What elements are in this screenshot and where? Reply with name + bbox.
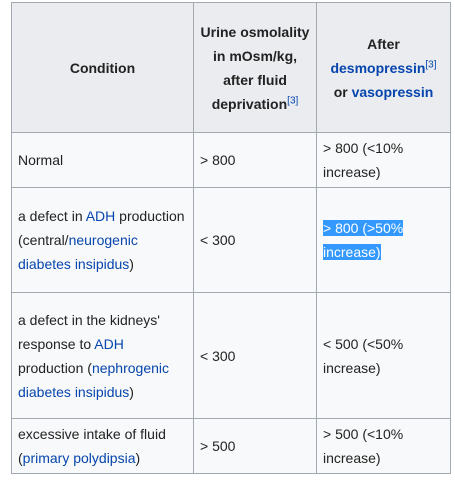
urine-cell: > 800 (193, 132, 317, 188)
header-condition: Condition (11, 2, 194, 133)
after-cell: > 500 (<10% increase) (316, 418, 451, 474)
primary-polydipsia-link[interactable]: primary polydipsia (22, 450, 136, 466)
header-urine-text: Urine osmolality in mOsm/kg, after fluid… (200, 23, 310, 112)
table-row: a defect in the kidneys' response to ADH… (11, 292, 451, 419)
selected-text[interactable]: > 800 (>50% increase) (323, 220, 404, 260)
condition-text: excessive intake of fluid ( (18, 426, 166, 466)
condition-text: production (central/ (18, 208, 185, 248)
neurogenic-diabetes-insipidus-link[interactable]: neurogenic diabetes insipidus (18, 232, 138, 272)
reference-link[interactable]: [3] (287, 94, 299, 106)
condition-text: ) (129, 383, 134, 400)
reference-link[interactable]: [3] (425, 58, 437, 70)
condition-text: a defect in the kidneys' response to (18, 311, 160, 352)
header-or-text: or (333, 83, 348, 100)
vasopressin-link[interactable]: vasopressin (351, 83, 434, 100)
condition-text: ) (129, 256, 134, 272)
desmopressin-link[interactable]: desmopressin (330, 59, 426, 76)
table-row: Normal > 800 > 800 (<10% increase) (11, 132, 451, 188)
table-row: a defect in ADH production (central/neur… (11, 187, 451, 293)
osmolality-table: Condition Urine osmolality in mOsm/kg, a… (11, 2, 451, 474)
urine-cell: < 300 (193, 292, 317, 419)
adh-link[interactable]: ADH (94, 335, 124, 352)
after-cell: > 800 (<10% increase) (316, 132, 451, 188)
urine-cell: < 300 (193, 187, 317, 293)
header-urine-osmolality: Urine osmolality in mOsm/kg, after fluid… (193, 2, 317, 133)
after-cell: < 500 (<50% increase) (316, 292, 451, 419)
condition-cell: excessive intake of fluid (primary polyd… (11, 418, 194, 474)
condition-text: production ( (18, 359, 92, 376)
urine-cell: > 500 (193, 418, 317, 474)
condition-text: a defect in (18, 208, 86, 224)
header-row: Condition Urine osmolality in mOsm/kg, a… (11, 2, 451, 133)
adh-link[interactable]: ADH (85, 208, 116, 224)
table-row: excessive intake of fluid (primary polyd… (11, 418, 451, 474)
condition-cell: Normal (11, 132, 194, 188)
condition-text: ) (135, 450, 141, 466)
nephrogenic-diabetes-insipidus-link[interactable]: nephrogenic diabetes insipidus (18, 359, 169, 400)
header-after: After desmopressin[3] or vasopressin (316, 2, 451, 133)
condition-cell: a defect in the kidneys' response to ADH… (11, 292, 194, 419)
condition-cell: a defect in ADH production (central/neur… (11, 187, 194, 293)
header-after-text: After (367, 35, 400, 52)
after-cell: > 800 (>50% increase) (316, 187, 451, 293)
